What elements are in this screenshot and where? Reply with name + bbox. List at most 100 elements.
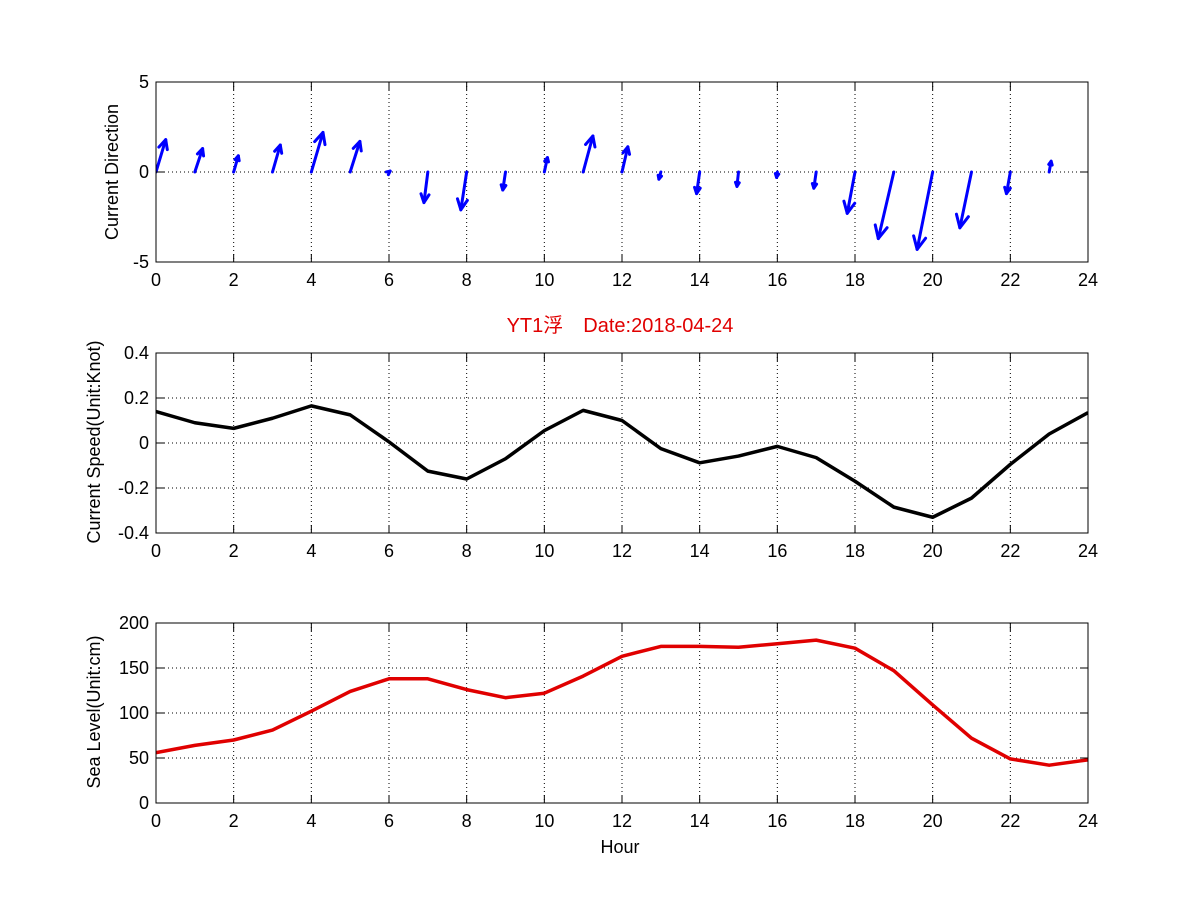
arrow-head [543,156,550,164]
arrow-shaft [695,170,702,196]
arrow-head [621,145,632,156]
arrow-head [842,199,857,215]
arrow-head [954,212,970,230]
direction-arrow [419,170,431,205]
arrow-shaft [1004,170,1012,196]
direction-arrow [733,170,741,188]
direction-arrow [499,170,508,192]
direction-arrow [156,138,169,174]
arrow-head [384,169,392,177]
x-tick-label: 18 [845,270,865,290]
x-tick-label: 22 [1000,541,1020,561]
x-tick-label: 6 [384,270,394,290]
direction-arrow [542,156,550,174]
x-tick-label: 10 [534,270,554,290]
direction-y-axis-label: Current Direction [102,104,122,240]
arrow-head [313,130,327,147]
arrow-head [773,172,781,179]
y-tick-label: -0.2 [118,478,149,498]
direction-arrow [693,170,702,196]
direction-arrow [384,169,392,177]
x-tick-label: 14 [690,541,710,561]
x-tick-label: 20 [923,270,943,290]
y-tick-label: 100 [119,703,149,723]
arrow-head [912,234,928,251]
x-tick-label: 18 [845,541,865,561]
sea-level-line [156,638,1088,767]
x-tick-label: 16 [767,270,787,290]
series-line [156,404,1088,519]
arrow-shaft [581,134,595,174]
x-tick-label: 14 [690,270,710,290]
arrow-shaft [459,170,469,212]
x-tick-label: 20 [923,541,943,561]
series-line [156,638,1088,767]
speed-grid [156,353,1088,533]
x-tick-label: 20 [923,811,943,831]
speed-line [156,404,1088,519]
direction-arrow [954,170,973,230]
direction-arrow [455,170,469,212]
x-tick-label: 2 [229,270,239,290]
arrow-shaft [422,170,430,205]
y-tick-label: 0 [139,793,149,813]
direction-arrow [873,170,896,241]
direction-arrow [656,170,664,181]
x-tick-label: 12 [612,811,632,831]
y-tick-label: 150 [119,658,149,678]
speed-y-axis-label: Current Speed(Unit:Knot) [84,340,104,543]
direction-arrow [1047,159,1054,174]
x-tick-label: 12 [612,270,632,290]
arrow-head [584,134,597,149]
x-tick-label: 24 [1078,541,1098,561]
y-tick-label: 5 [139,72,149,92]
arrow-head [273,143,284,155]
arrow-head [351,139,363,153]
direction-arrow [581,134,597,174]
x-tick-label: 14 [690,811,710,831]
x-tick-label: 10 [534,811,554,831]
direction-ticks: 0 2 4 6 8 10 12 14 16 18 20 22 24-505 [133,72,1098,290]
x-tick-label: 0 [151,270,161,290]
arrow-head [1003,185,1012,196]
arrow-shaft [620,145,630,174]
arrow-head [233,154,241,163]
arrow-shaft [271,143,282,174]
x-tick-label: 8 [462,270,472,290]
direction-arrow [309,130,327,174]
x-tick-label: 0 [151,541,161,561]
current-direction-chart: 0 2 4 6 8 10 12 14 16 18 20 22 24-505 Current Direct… [102,72,1098,290]
arrow-shaft [915,170,935,251]
sea-level-y-axis-label: Sea Level(Unit:cm) [84,635,104,788]
x-tick-label: 8 [462,541,472,561]
arrow-shaft [156,138,168,174]
arrow-head [733,180,741,188]
direction-arrow [271,143,284,174]
arrow-head [419,192,431,205]
sea-level-x-axis-label: Hour [600,837,639,857]
arrow-head [656,173,664,181]
direction-arrow [620,145,632,174]
arrow-shaft [309,130,325,174]
x-tick-label: 4 [306,270,316,290]
arrow-shaft [958,170,973,230]
arrow-head [693,185,702,196]
current-speed-chart: 0 2 4 6 8 10 12 14 16 18 20 22 24-0.4-0.200.20.4 Cur… [84,340,1098,561]
direction-arrow [842,170,857,215]
x-tick-label: 4 [306,811,316,831]
y-tick-label: 0 [139,162,149,182]
arrow-head [455,197,469,212]
x-tick-label: 12 [612,541,632,561]
y-tick-label: -5 [133,252,149,272]
arrow-head [1047,159,1054,167]
x-tick-label: 6 [384,811,394,831]
x-tick-label: 2 [229,811,239,831]
x-tick-label: 10 [534,541,554,561]
y-tick-label: 0 [139,433,149,453]
arrow-head [499,183,508,192]
sea-level-grid [156,623,1088,803]
arrow-head [873,223,889,241]
